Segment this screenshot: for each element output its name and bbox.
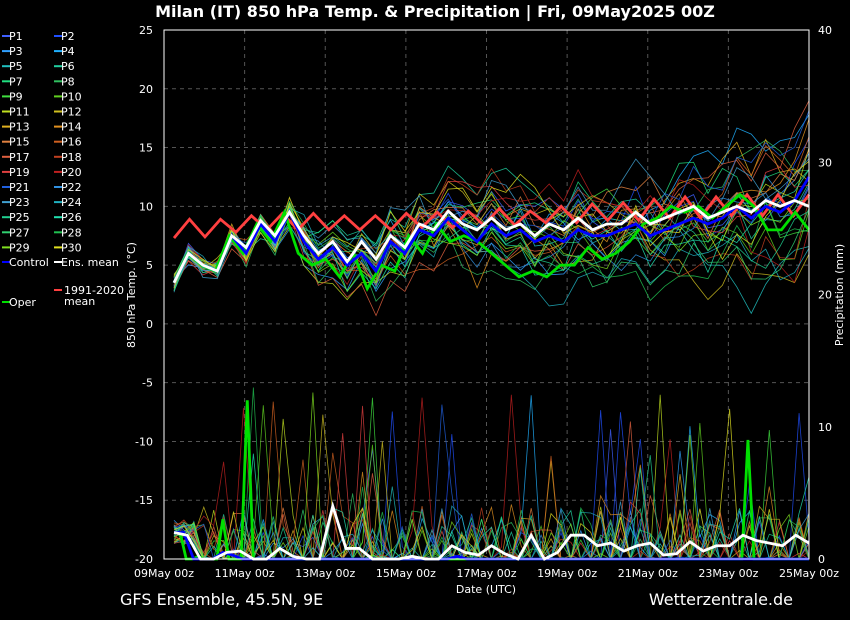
x-tick-label: 13May 00z <box>295 567 355 580</box>
member-temp-line <box>173 110 810 289</box>
legend-label: P14 <box>61 121 82 134</box>
legend-label: Control <box>9 256 49 269</box>
y2-axis-label: Precipitation (mm) <box>833 244 846 346</box>
x-tick-label: 23May 00z <box>698 567 758 580</box>
legend-label: P19 <box>9 166 30 179</box>
y-tick-label: 20 <box>139 83 153 96</box>
legend-label: P22 <box>61 181 82 194</box>
series-precip-line <box>173 500 810 561</box>
footer-brand: Wetterzentrale.de <box>649 590 793 609</box>
legend-label: P7 <box>9 75 23 88</box>
grid <box>163 29 810 560</box>
legend-label: P6 <box>61 60 75 73</box>
legend-label: P11 <box>9 106 30 119</box>
legend-label: P8 <box>61 75 75 88</box>
y-axis-label: 850 hPa Temp. (°C) <box>125 242 138 348</box>
legend-label: P13 <box>9 121 30 134</box>
legend-label: P26 <box>61 211 82 224</box>
ensemble-lines <box>173 100 810 561</box>
y-tick-label: -20 <box>135 553 153 566</box>
legend-label: P30 <box>61 241 82 254</box>
legend-label: Oper <box>9 296 36 309</box>
chart-title: Milan (IT) 850 hPa Temp. & Precipitation… <box>155 2 715 22</box>
legend-label: P25 <box>9 211 30 224</box>
series-temp-line <box>172 192 811 292</box>
y-axis-ticks: 25 20 15 10 5 0 -5 -10 -15 -20 <box>135 24 153 566</box>
legend-label: P28 <box>61 226 82 239</box>
legend-label: P4 <box>61 45 75 58</box>
legend-label: Ens. mean <box>61 256 119 269</box>
x-tick-label: 09May 00z <box>134 567 194 580</box>
y-tick-label: -15 <box>135 494 153 507</box>
legend-label: P9 <box>9 90 23 103</box>
legend-label: P20 <box>61 166 82 179</box>
x-tick-label: 21May 00z <box>618 567 678 580</box>
legend-label: P27 <box>9 226 30 239</box>
legend-label: P12 <box>61 106 82 119</box>
legend-label: P18 <box>61 151 82 164</box>
legend-label: P29 <box>9 241 30 254</box>
legend-label: P1 <box>9 30 23 43</box>
legend-label: P10 <box>61 90 82 103</box>
legend-label: P2 <box>61 30 75 43</box>
x-tick-label: 11May 00z <box>215 567 275 580</box>
y2-tick-label: 10 <box>818 421 832 434</box>
y-tick-label: 25 <box>139 24 153 37</box>
y-tick-label: 0 <box>146 318 153 331</box>
legend-label: P23 <box>9 196 30 209</box>
series-temp-line <box>172 198 810 284</box>
y2-axis-ticks: 40 30 20 10 0 <box>818 24 832 566</box>
legend-label: P21 <box>9 181 30 194</box>
y2-tick-label: 20 <box>818 289 832 302</box>
legend-label: P16 <box>61 136 82 149</box>
x-tick-label: 19May 00z <box>537 567 597 580</box>
x-tick-label: 15May 00z <box>376 567 436 580</box>
y-tick-label: 5 <box>146 259 153 272</box>
plot-frame <box>163 29 810 560</box>
legend-label: 1991-2020 mean <box>64 284 124 308</box>
legend: P1 P2 P3 P4 P5 P6 P7 P8 P9 P10 P11 P12 P13 P14 P15 P16 P… <box>2 30 124 309</box>
y2-tick-label: 30 <box>818 156 832 169</box>
main-series-lines <box>172 176 811 561</box>
y-tick-label: 10 <box>139 200 153 213</box>
legend-label: P15 <box>9 136 30 149</box>
footer-source: GFS Ensemble, 45.5N, 9E <box>120 590 323 609</box>
x-tick-label: 17May 00z <box>456 567 516 580</box>
x-axis-label: Date (UTC) <box>456 583 516 596</box>
y2-tick-label: 40 <box>818 24 832 37</box>
y-tick-label: 15 <box>139 142 153 155</box>
y2-tick-label: 0 <box>818 553 825 566</box>
x-axis-ticks: 09May 00z 11May 00z 13May 00z 15May 00z 17Ma… <box>134 567 839 580</box>
legend-label: P3 <box>9 45 23 58</box>
legend-label: P24 <box>61 196 82 209</box>
x-tick-label: 25May 00z <box>779 567 839 580</box>
y-tick-label: -10 <box>135 435 153 448</box>
y-tick-label: -5 <box>142 377 153 390</box>
series-temp-line <box>172 176 811 284</box>
legend-label: P5 <box>9 60 23 73</box>
member-temp-line <box>173 100 810 317</box>
legend-label: P17 <box>9 151 30 164</box>
